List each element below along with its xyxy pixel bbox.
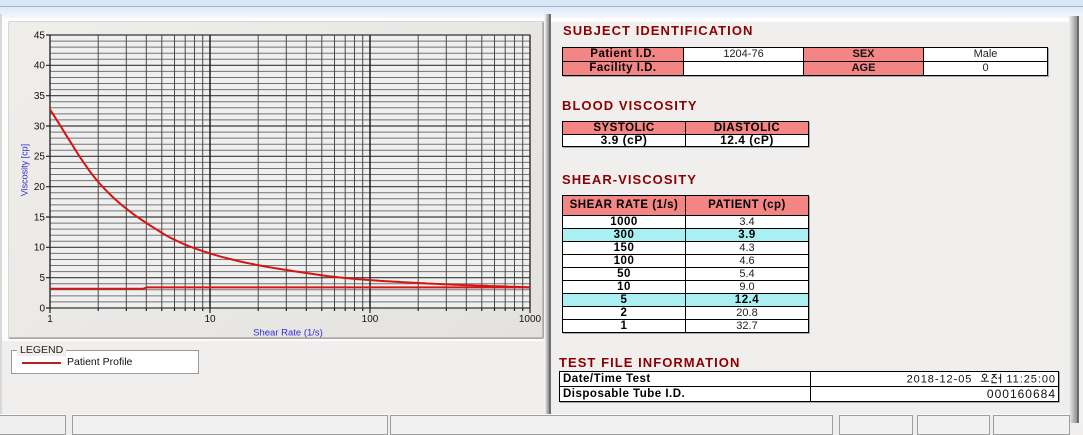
svg-text:Shear Rate (1/s): Shear Rate (1/s) xyxy=(253,328,323,339)
svg-text:40: 40 xyxy=(34,61,46,72)
svg-text:15: 15 xyxy=(34,212,46,223)
svg-text:0: 0 xyxy=(39,303,45,314)
svg-text:10: 10 xyxy=(34,243,46,254)
svg-text:5: 5 xyxy=(39,273,45,284)
svg-text:1000: 1000 xyxy=(519,314,542,325)
svg-text:100: 100 xyxy=(362,314,379,325)
svg-text:45: 45 xyxy=(34,30,46,41)
svg-text:10: 10 xyxy=(204,314,216,325)
svg-text:20: 20 xyxy=(34,182,46,193)
svg-text:Viscosity [cp]: Viscosity [cp] xyxy=(20,144,30,196)
svg-text:30: 30 xyxy=(34,121,46,132)
svg-text:35: 35 xyxy=(34,91,46,102)
svg-text:25: 25 xyxy=(34,152,46,163)
svg-text:1: 1 xyxy=(47,314,53,325)
